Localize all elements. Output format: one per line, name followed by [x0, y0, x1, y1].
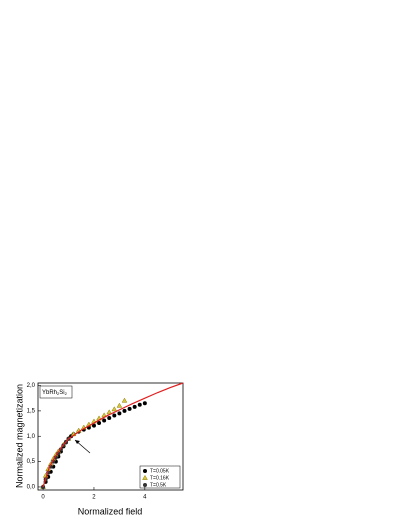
marker	[121, 397, 128, 403]
marker	[142, 401, 147, 406]
x-tick-label: 2	[92, 495, 96, 501]
annotation-part: 2	[57, 391, 60, 396]
marker	[132, 404, 137, 409]
marker	[97, 421, 102, 426]
marker	[142, 474, 148, 480]
y-tick-label: 1,0	[27, 434, 36, 440]
marker	[91, 423, 96, 428]
y-tick-label: 0,5	[27, 459, 36, 465]
y-axis-title: Normalized magnetization	[14, 384, 24, 488]
x-axis-title: Normalized field	[78, 506, 143, 516]
marker	[143, 469, 147, 473]
annotation-part: 2	[65, 391, 68, 396]
marker	[127, 406, 132, 411]
y-tick-label: 1,5	[27, 408, 36, 414]
marker	[137, 402, 142, 407]
marker	[111, 406, 118, 412]
annotation: YbRh2Si2	[42, 390, 68, 396]
legend-label: T=0.5K	[150, 482, 167, 488]
marker	[122, 408, 127, 413]
annotation-part: YbRh	[42, 390, 57, 396]
legend-label: T=0.16K	[150, 475, 170, 481]
marker	[102, 418, 107, 423]
marker	[117, 411, 122, 416]
annotation-box	[39, 385, 73, 399]
marker	[143, 483, 147, 487]
y-tick-label: 2,0	[27, 383, 36, 389]
marker	[106, 409, 113, 415]
marker	[112, 413, 117, 418]
y-tick-label: 0,0	[27, 485, 36, 491]
arrow-head	[75, 440, 80, 444]
marker	[116, 402, 123, 408]
x-tick-label: 4	[143, 495, 147, 501]
legend-box	[139, 465, 181, 489]
annotation-part: Si	[59, 390, 64, 396]
x-tick-label: 0	[41, 495, 45, 501]
legend-label: T=0.05K	[150, 468, 170, 474]
fit-line	[42, 382, 184, 488]
marker	[107, 415, 112, 420]
